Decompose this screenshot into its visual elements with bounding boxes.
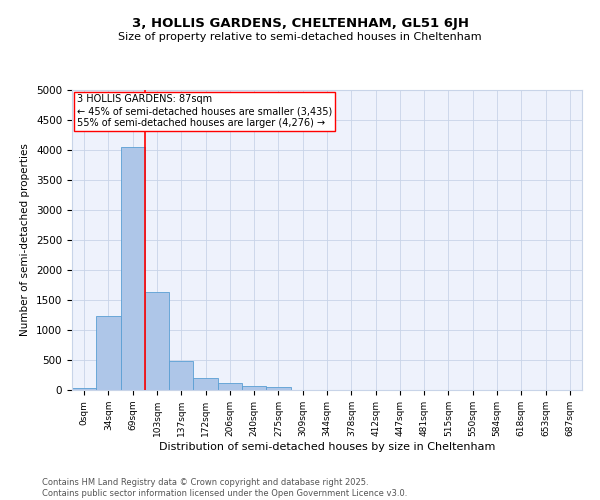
Bar — [169, 360, 193, 390]
Text: 3, HOLLIS GARDENS, CHELTENHAM, GL51 6JH: 3, HOLLIS GARDENS, CHELTENHAM, GL51 6JH — [131, 18, 469, 30]
Y-axis label: Number of semi-detached properties: Number of semi-detached properties — [20, 144, 31, 336]
Bar — [193, 378, 218, 390]
Bar — [218, 384, 242, 390]
Bar — [96, 316, 121, 390]
X-axis label: Distribution of semi-detached houses by size in Cheltenham: Distribution of semi-detached houses by … — [159, 442, 495, 452]
Text: Size of property relative to semi-detached houses in Cheltenham: Size of property relative to semi-detach… — [118, 32, 482, 42]
Bar — [72, 388, 96, 390]
Bar — [121, 147, 145, 390]
Text: Contains HM Land Registry data © Crown copyright and database right 2025.
Contai: Contains HM Land Registry data © Crown c… — [42, 478, 407, 498]
Bar — [266, 387, 290, 390]
Bar — [145, 292, 169, 390]
Bar — [242, 386, 266, 390]
Text: 3 HOLLIS GARDENS: 87sqm
← 45% of semi-detached houses are smaller (3,435)
55% of: 3 HOLLIS GARDENS: 87sqm ← 45% of semi-de… — [77, 94, 332, 128]
